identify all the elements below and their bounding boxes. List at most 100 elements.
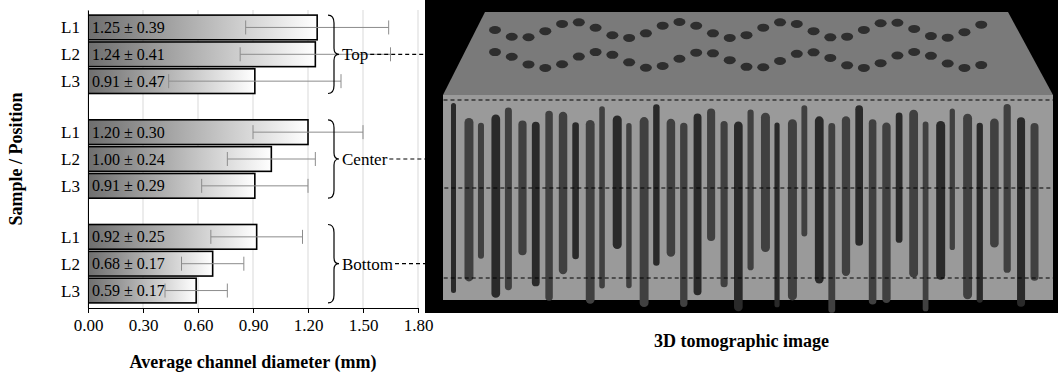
image-pore: [724, 56, 736, 64]
image-channel: [505, 107, 512, 290]
x-tick-mark: [198, 308, 199, 313]
image-channel: [882, 122, 890, 303]
tomographic-image: [425, 0, 1058, 313]
error-cap: [315, 152, 316, 166]
data-label: 0.91 ± 0.47: [92, 73, 165, 90]
image-pore: [875, 19, 887, 27]
image-pore: [942, 59, 954, 67]
y-tick: L1: [61, 123, 88, 142]
error-cap: [363, 125, 364, 139]
image-channel: [909, 110, 918, 278]
y-tick: L3: [61, 281, 88, 300]
image-channel: [774, 123, 779, 308]
image-pore: [707, 29, 719, 37]
image-channel: [707, 109, 715, 241]
image-pore: [858, 26, 870, 34]
image-pore: [623, 34, 635, 42]
image-pore: [858, 64, 870, 72]
image-channels: [451, 18, 1039, 313]
image-pore: [690, 22, 702, 30]
error-cap: [302, 230, 303, 244]
error-bar: [253, 125, 363, 139]
image-pore: [673, 55, 685, 63]
image-pore: [841, 61, 853, 69]
error-cap: [181, 257, 182, 271]
image-pore: [824, 54, 836, 62]
image-pore: [741, 63, 753, 71]
image-pore: [975, 21, 987, 29]
data-label: 0.92 ± 0.25: [92, 228, 165, 245]
image-pore: [791, 50, 803, 58]
image-pore: [757, 63, 769, 71]
error-cap: [390, 47, 391, 61]
error-cap: [227, 284, 228, 298]
image-channel: [694, 114, 702, 296]
image-caption: 3D tomographic image: [654, 331, 829, 351]
image-channel: [828, 123, 835, 313]
y-tick-label: L3: [61, 281, 80, 300]
image-channel: [923, 122, 929, 312]
x-tick: 0.60: [184, 308, 214, 335]
y-axis: L1L2L3L1L2L3L1L2L3: [61, 11, 88, 309]
data-label: 0.68 ± 0.17: [92, 255, 165, 272]
image-channel: [788, 119, 797, 300]
y-tick: L3: [61, 177, 88, 196]
image-pore: [657, 62, 669, 70]
image-front-face: [443, 95, 1053, 300]
image-channel: [545, 111, 552, 301]
data-label: 1.20 ± 0.30: [92, 124, 165, 141]
image-pore: [958, 64, 970, 72]
leader-line: [389, 159, 1058, 188]
group-label: Bottom: [342, 255, 393, 274]
error-line: [169, 81, 341, 82]
x-tick-label: 0.60: [184, 316, 214, 335]
image-pore: [506, 53, 518, 61]
image-channel: [842, 116, 850, 276]
image-pore: [623, 58, 635, 66]
group-brace: [328, 15, 339, 93]
y-tick-label: L2: [61, 45, 80, 64]
image-channel: [990, 119, 999, 248]
image-pore: [556, 20, 568, 28]
image-channel: [1031, 123, 1039, 281]
x-axis-title: Average channel diameter (mm): [130, 352, 377, 373]
y-tick: L3: [61, 72, 88, 91]
image-pore: [556, 60, 568, 68]
error-cap: [243, 257, 244, 271]
chart: 1.25 ± 0.391.24 ± 0.410.91 ± 0.471.20 ± …: [0, 0, 1058, 378]
error-cap: [308, 179, 309, 193]
image-pore: [774, 57, 786, 65]
image-channel: [451, 103, 456, 293]
y-tick: L1: [61, 18, 88, 37]
image-pore: [808, 27, 820, 35]
x-tick-mark: [88, 308, 89, 313]
x-tick-mark: [143, 308, 144, 313]
image-channel: [950, 108, 955, 250]
image-pore: [757, 24, 769, 32]
image-pore: [539, 27, 551, 35]
image-channel: [572, 122, 579, 259]
image-pore: [841, 33, 853, 41]
error-line: [246, 27, 389, 28]
image-channel: [559, 112, 567, 275]
x-axis: 0.000.300.600.901.201.501.80: [74, 308, 434, 335]
y-tick-label: L3: [61, 72, 80, 91]
data-labels: 1.25 ± 0.391.24 ± 0.410.91 ± 0.471.20 ± …: [92, 19, 165, 299]
image-pore: [741, 31, 753, 39]
error-cap: [240, 47, 241, 61]
error-cap: [227, 152, 228, 166]
error-line: [165, 290, 227, 291]
y-tick-label: L3: [61, 177, 80, 196]
x-tick-label: 1.50: [349, 316, 379, 335]
image-channel: [626, 123, 631, 288]
image-channel: [599, 106, 605, 288]
image-channel: [721, 121, 728, 287]
image-pore: [506, 33, 518, 41]
image-pore: [489, 26, 501, 34]
image-channel: [977, 123, 983, 303]
x-tick: 1.20: [294, 308, 324, 335]
x-tick: 1.50: [349, 308, 379, 335]
y-tick-label: L1: [61, 123, 80, 142]
image-channel: [748, 110, 754, 271]
data-label: 0.91 ± 0.29: [92, 177, 165, 194]
